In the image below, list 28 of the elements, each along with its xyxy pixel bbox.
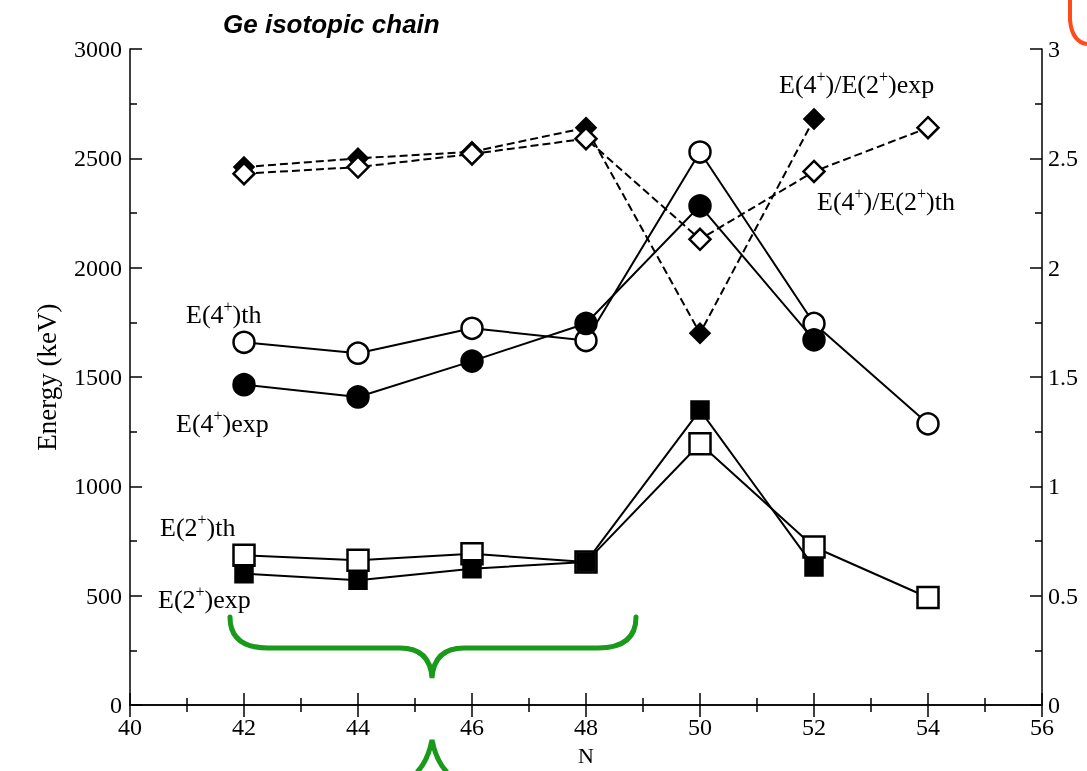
y-tick-label: 1500 xyxy=(74,364,122,391)
x-tick-label: 46 xyxy=(460,714,484,741)
x-tick-label: 48 xyxy=(574,714,598,741)
y-tick-label: 2500 xyxy=(74,145,122,172)
x-tick-label: 44 xyxy=(346,714,370,741)
x-tick-label: 54 xyxy=(916,714,940,741)
y2-tick-label: 3 xyxy=(1048,36,1060,62)
chart-title: Ge isotopic chain xyxy=(223,9,440,39)
y-tick-label: 3000 xyxy=(74,36,122,62)
y-tick-label: 1000 xyxy=(74,473,122,500)
x-tick-label: 52 xyxy=(802,714,826,741)
y-tick-label: 2000 xyxy=(74,254,122,281)
series-label: E(4+)/E(2+)th xyxy=(817,184,955,216)
series-label: E(4+)th xyxy=(186,297,262,329)
series-label: E(4+)/E(2+)exp xyxy=(779,68,935,100)
x-tick-label: 50 xyxy=(688,714,712,741)
x-axis-title: N xyxy=(578,742,595,768)
series-label: E(2+)exp xyxy=(158,583,251,615)
y2-tick-label: 2.5 xyxy=(1048,145,1078,172)
series-label: E(4+)exp xyxy=(176,407,269,439)
series-label: E(2+)th xyxy=(160,510,236,542)
y2-tick-label: 1 xyxy=(1048,473,1060,500)
y2-tick-label: 0.5 xyxy=(1048,582,1078,609)
y-tick-label: 500 xyxy=(86,582,122,609)
y2-tick-label: 1.5 xyxy=(1048,364,1078,391)
y-axis-title: Energy (keV) xyxy=(31,303,62,451)
x-tick-label: 42 xyxy=(232,714,256,741)
y2-tick-label: 2 xyxy=(1048,254,1060,281)
